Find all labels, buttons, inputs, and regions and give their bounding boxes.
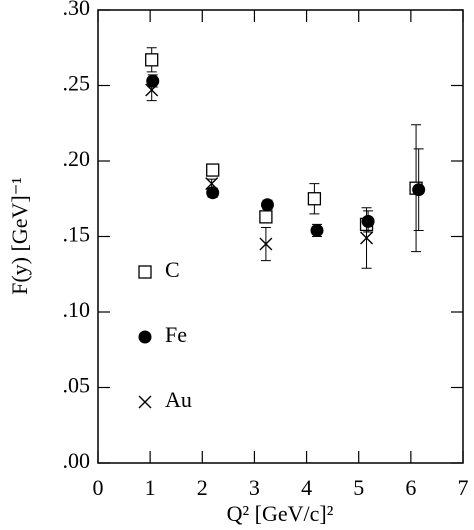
- y-tick-label: .05: [63, 373, 91, 398]
- marker: [360, 231, 374, 245]
- marker: [259, 210, 273, 224]
- y-axis-label: F(y) [GeV]⁻¹: [7, 177, 32, 295]
- x-tick-label: 4: [301, 475, 312, 500]
- y-tick-label: .10: [63, 297, 91, 322]
- marker: [361, 214, 375, 228]
- x-tick-label: 5: [353, 475, 364, 500]
- x-axis-label: Q² [GeV/c]²: [227, 501, 334, 526]
- y-tick-label: .20: [63, 146, 91, 171]
- marker: [310, 223, 324, 237]
- marker: [145, 83, 159, 97]
- y-tick-label: .15: [63, 222, 91, 247]
- x-tick-label: 3: [249, 475, 260, 500]
- y-tick-label: .30: [63, 0, 91, 20]
- legend-label: Au: [165, 387, 192, 412]
- y-tick-label: .00: [63, 448, 91, 473]
- marker: [259, 237, 273, 251]
- marker: [206, 163, 220, 177]
- marker: [145, 53, 159, 67]
- x-tick-label: 2: [197, 475, 208, 500]
- marker: [205, 177, 219, 191]
- legend-label: Fe: [165, 322, 187, 347]
- marker: [307, 192, 322, 206]
- x-tick-label: 6: [405, 475, 416, 500]
- x-tick-label: 7: [458, 475, 469, 500]
- y-tick-label: .25: [63, 71, 91, 96]
- x-tick-label: 0: [93, 475, 104, 500]
- marker: [412, 183, 426, 197]
- marker: [206, 186, 220, 200]
- legend-label: C: [165, 257, 180, 282]
- marker: [146, 74, 160, 88]
- marker: [138, 330, 152, 344]
- marker: [138, 265, 152, 279]
- marker: [138, 395, 152, 409]
- marker: [260, 198, 274, 212]
- x-tick-label: 1: [145, 475, 156, 500]
